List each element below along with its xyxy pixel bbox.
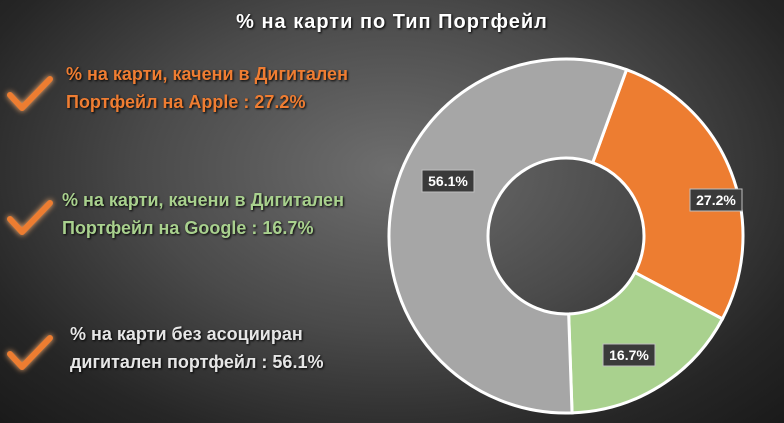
legend-label-no-wallet: % на карти без асоцииран дигитален портф… [70,324,324,372]
chart-title: % на карти по Тип Портфейл [236,11,548,33]
data-label-box [602,343,656,367]
data-label: 27.2% [689,188,743,212]
checkmark-icon [7,335,53,370]
data-label: 16.7% [602,343,656,367]
data-label-text: 16.7% [609,347,649,363]
donut-slice [590,67,745,321]
data-label: 56.1% [421,169,475,193]
data-label-text: 56.1% [428,173,468,189]
legend-item-apple: % на карти, качени в Дигитален Портфейл … [6,58,406,128]
legend-item-google: % на карти, качени в Дигитален Портфейл … [6,184,406,254]
data-label-box [421,169,475,193]
checkmark-icon [7,76,53,111]
data-label-text: 27.2% [696,192,736,208]
legend-item-no-wallet: % на карти без асоцииран дигитален портф… [6,318,406,388]
data-label-box [689,188,743,212]
legend-label-google: % на карти, качени в Дигитален Портфейл … [62,190,344,238]
legend-label-apple: % на карти, качени в Дигитален Портфейл … [66,64,348,112]
checkmark-icon [7,200,53,235]
donut-slice [567,270,725,415]
donut-slice [387,57,629,415]
